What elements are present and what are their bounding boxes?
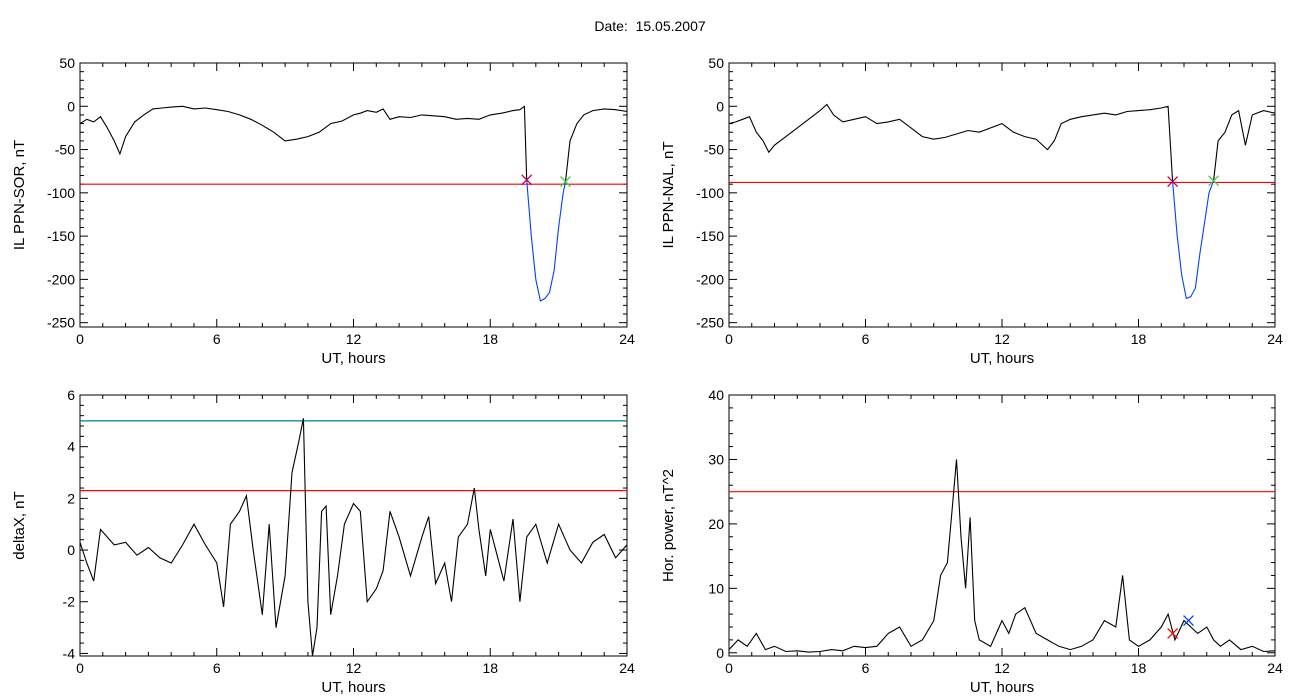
x-tick-label: 12	[346, 331, 362, 347]
chart-panel-3: 0 6 12 18 24 6 4 2 0 -2 -4 UT, hours deltaX, nT	[11, 387, 635, 696]
y-tick-label: 30	[708, 451, 724, 467]
chart-panel-1: 0 6 12 18 24 50 0 -50 -100 -150 -200 -250 UT, hours I…	[11, 55, 635, 367]
y-axis-title: Hor. power, nT^2	[660, 469, 677, 582]
chart-panel-2: 0 6 12 18 24 50 0 -50 -100 -150 -200 -250 UT, hours I…	[660, 55, 1283, 367]
x-tick-label: 18	[482, 331, 498, 347]
y-tick-label: 40	[708, 387, 724, 403]
cross-marker	[1167, 176, 1179, 188]
x-tick-label: 18	[482, 660, 498, 676]
series-line	[564, 108, 627, 182]
cross-marker-stroke	[560, 176, 571, 188]
x-tick-label: 6	[862, 331, 870, 347]
y-tick-label: -100	[47, 185, 75, 201]
cross-marker-stroke	[1183, 615, 1195, 627]
x-tick-label: 0	[725, 660, 733, 676]
cross-marker-stroke	[1167, 627, 1179, 639]
x-tick-label: 6	[213, 331, 221, 347]
x-tick-label: 0	[725, 331, 733, 347]
y-tick-label: -2	[63, 594, 76, 610]
x-tick-label: 6	[862, 660, 870, 676]
cross-marker	[521, 174, 533, 186]
y-axis-title: IL PPN-SOR, nT	[11, 140, 28, 250]
y-tick-label: -200	[47, 271, 75, 287]
y-tick-label: 0	[67, 542, 75, 558]
x-tick-label: 0	[76, 331, 84, 347]
y-tick-label: -4	[63, 645, 76, 661]
y-tick-label: 20	[708, 516, 724, 532]
y-tick-label: -50	[704, 142, 724, 158]
series-line	[729, 103, 1174, 182]
plot-frame	[79, 62, 628, 328]
cross-marker-stroke	[521, 174, 533, 186]
chart-panel-4: 0 6 12 18 24 40 30 20 10 0 UT, hours Hor. power, nT…	[660, 387, 1283, 696]
cross-marker	[560, 176, 571, 188]
y-tick-label: 50	[59, 55, 75, 71]
y-tick-label: 0	[716, 645, 724, 661]
plot-frame	[728, 62, 1276, 328]
y-tick-label: -50	[55, 142, 75, 158]
y-tick-label: -250	[696, 315, 724, 331]
x-tick-label: 12	[346, 660, 362, 676]
y-tick-label: 2	[67, 490, 75, 506]
y-tick-label: 0	[716, 98, 724, 114]
x-axis-title: UT, hours	[321, 679, 385, 696]
y-tick-label: -100	[696, 185, 724, 201]
series-line	[1213, 109, 1275, 181]
y-tick-label: -200	[696, 271, 724, 287]
x-tick-label: 12	[994, 660, 1010, 676]
y-axis-title: deltaX, nT	[11, 491, 28, 559]
x-axis-title: UT, hours	[321, 350, 385, 367]
x-tick-label: 24	[1267, 331, 1283, 347]
x-tick-label: 24	[619, 331, 635, 347]
date-value: 15.05.2007	[635, 18, 706, 34]
y-tick-label: 0	[67, 98, 75, 114]
series-line	[526, 179, 567, 302]
x-tick-label: 6	[213, 660, 221, 676]
cross-marker	[1208, 175, 1220, 187]
x-tick-label: 18	[1131, 660, 1147, 676]
plot-frame	[79, 394, 628, 657]
y-tick-label: 4	[67, 439, 75, 455]
x-tick-label: 24	[1267, 660, 1283, 676]
series-line	[1172, 180, 1215, 300]
x-axis-title: UT, hours	[970, 350, 1034, 367]
y-axis-title: IL PPN-NAL, nT	[660, 142, 677, 249]
y-tick-label: -150	[47, 228, 75, 244]
y-tick-label: -150	[696, 228, 724, 244]
series-line	[80, 105, 528, 180]
y-tick-label: -250	[47, 315, 75, 331]
cross-marker	[1183, 615, 1195, 627]
x-tick-label: 0	[76, 660, 84, 676]
y-tick-label: 6	[67, 387, 75, 403]
x-tick-label: 18	[1131, 331, 1147, 347]
x-tick-label: 24	[619, 660, 635, 676]
x-tick-label: 12	[994, 331, 1010, 347]
date-header: Date: 15.05.2007	[0, 18, 1300, 34]
y-tick-label: 50	[708, 55, 724, 71]
cross-marker-stroke	[1208, 175, 1220, 187]
y-tick-label: 10	[708, 580, 724, 596]
x-axis-title: UT, hours	[970, 679, 1034, 696]
series-line	[80, 418, 627, 656]
date-label: Date:	[594, 18, 628, 34]
series-line	[729, 459, 1275, 653]
cross-marker-stroke	[1167, 176, 1179, 188]
cross-marker	[1167, 627, 1179, 639]
